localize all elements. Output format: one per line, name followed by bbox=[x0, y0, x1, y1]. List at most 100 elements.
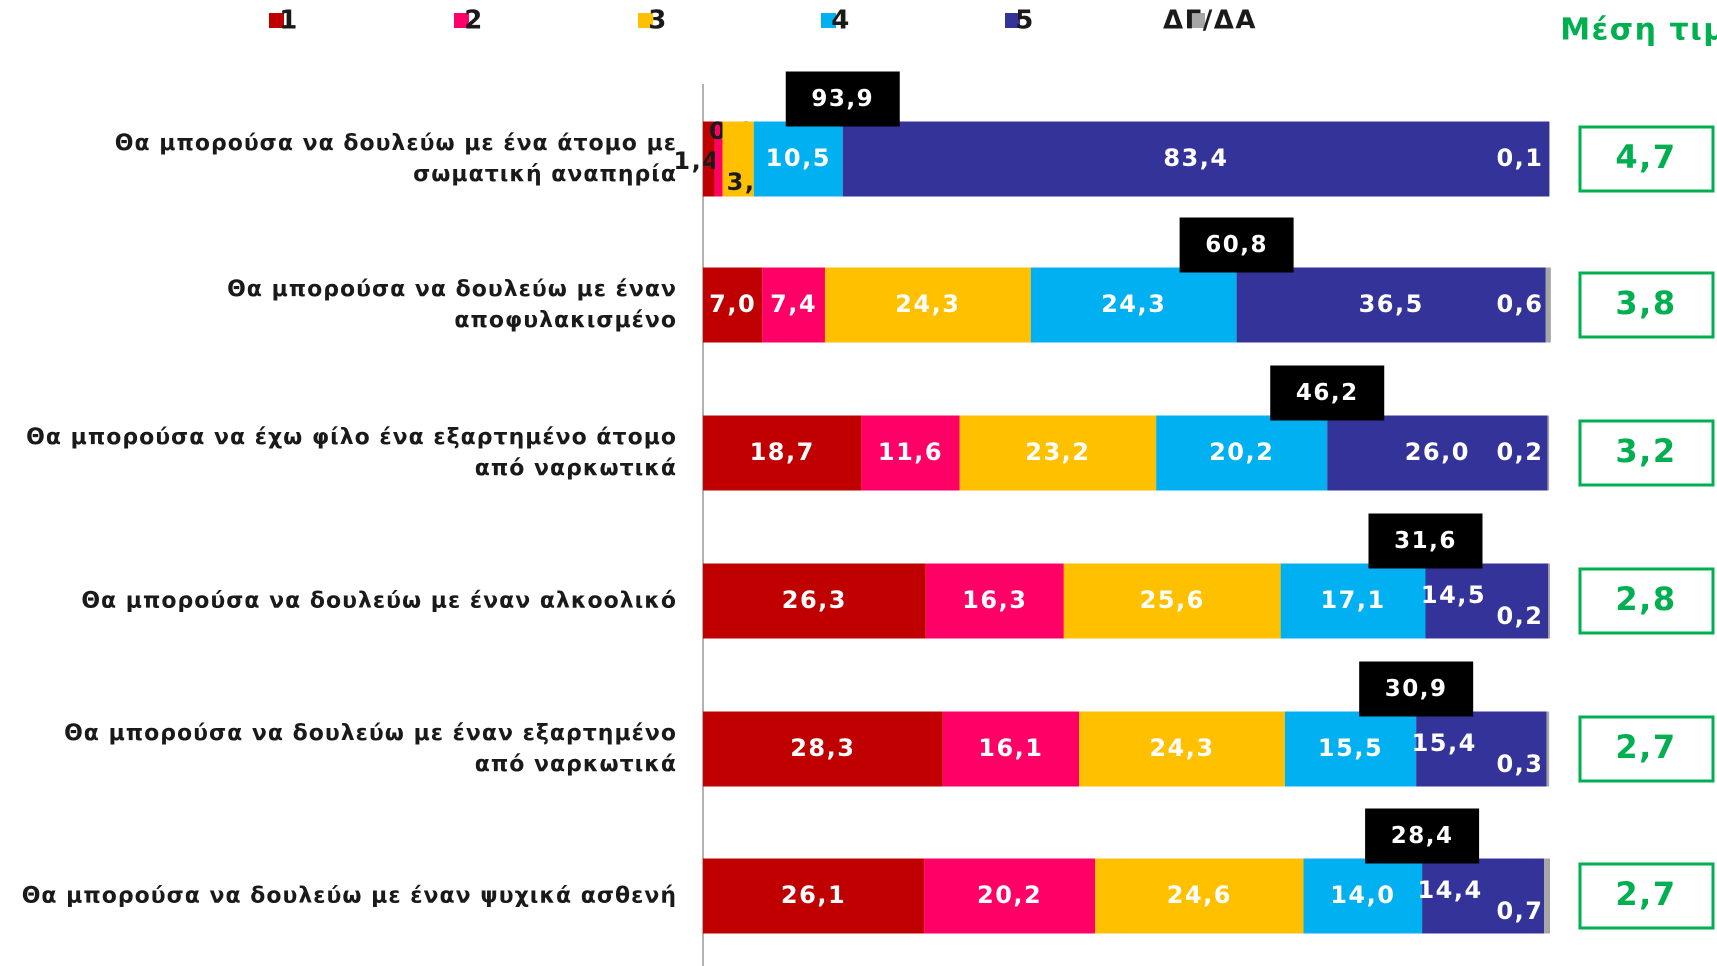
bar-segment bbox=[1416, 711, 1547, 787]
legend-swatch bbox=[269, 13, 284, 28]
bar-segment bbox=[762, 267, 825, 343]
mean-label: 2,7 bbox=[1615, 728, 1676, 766]
legend-label: 4 bbox=[831, 6, 851, 36]
value-label: 17,1 bbox=[1320, 586, 1385, 614]
value-label: 24,3 bbox=[895, 290, 960, 318]
mean-box bbox=[1578, 271, 1715, 339]
bar-segment bbox=[1095, 858, 1304, 934]
mean-box bbox=[1578, 862, 1715, 930]
value-label: 0,6 bbox=[1496, 290, 1543, 318]
top-box-label: 46,2 bbox=[1296, 380, 1359, 406]
value-label: 16,1 bbox=[978, 734, 1043, 762]
top-box-label: 31,6 bbox=[1394, 528, 1457, 554]
legend-swatch bbox=[1190, 13, 1205, 28]
value-label: 26,1 bbox=[781, 881, 846, 909]
bar-segment bbox=[824, 267, 1031, 343]
category-label: Θα μπορούσα να έχω φίλο ένα εξαρτημένο ά… bbox=[26, 425, 677, 481]
mean-box bbox=[1578, 567, 1715, 635]
category-label: Θα μπορούσα να δουλεύω με έναν αποφυλακι… bbox=[227, 277, 677, 333]
bar-segment bbox=[842, 121, 1550, 197]
bar-segment bbox=[1549, 121, 1550, 197]
value-label: 15,5 bbox=[1318, 734, 1383, 762]
legend-label: ΔΓ/ΔΑ bbox=[1163, 6, 1257, 36]
category-label: Θα μπορούσα να δουλεύω με ένα άτομο με σ… bbox=[114, 131, 677, 187]
bar-segment bbox=[703, 267, 763, 343]
value-label: 24,6 bbox=[1167, 881, 1232, 909]
value-label: 20,2 bbox=[1209, 438, 1274, 466]
value-label: 0,2 bbox=[1496, 438, 1543, 466]
value-label: 28,3 bbox=[790, 734, 855, 762]
value-label: 7,4 bbox=[770, 290, 817, 318]
value-label: 23,2 bbox=[1025, 438, 1090, 466]
top-box bbox=[1179, 217, 1294, 273]
bar-segment bbox=[1422, 858, 1545, 934]
legend-label: 2 bbox=[464, 6, 484, 36]
top-box-label: 60,8 bbox=[1205, 232, 1268, 258]
value-label: 25,6 bbox=[1140, 586, 1205, 614]
value-label: 10,5 bbox=[766, 144, 831, 172]
top-box bbox=[1359, 661, 1474, 717]
value-label: 24,3 bbox=[1149, 734, 1214, 762]
value-label: 26,0 bbox=[1405, 438, 1470, 466]
mean-label: 2,7 bbox=[1615, 875, 1676, 913]
value-label: 7,0 bbox=[709, 290, 756, 318]
top-box-label: 30,9 bbox=[1385, 676, 1448, 702]
category-label: Θα μπορούσα να δουλεύω με έναν αλκοολικό bbox=[81, 588, 677, 614]
bar-segment bbox=[959, 415, 1157, 491]
top-box bbox=[1365, 808, 1480, 864]
bar-segment bbox=[924, 858, 1096, 934]
legend-label: 5 bbox=[1015, 6, 1035, 36]
bar-segment bbox=[1303, 858, 1423, 934]
bar-segment bbox=[703, 121, 715, 197]
bar-segment bbox=[753, 121, 843, 197]
bar-segment bbox=[1236, 267, 1546, 343]
mean-label: 4,7 bbox=[1615, 138, 1676, 176]
legend-swatch bbox=[821, 13, 836, 28]
value-label: 26,3 bbox=[782, 586, 847, 614]
bar-segment bbox=[861, 415, 960, 491]
value-label: 0,7 bbox=[1496, 897, 1543, 925]
bar-segment bbox=[703, 711, 943, 787]
mean-label: 3,8 bbox=[1615, 284, 1676, 322]
value-label: 0,2 bbox=[1496, 602, 1543, 630]
legend-swatch bbox=[1005, 13, 1020, 28]
mean-label: 2,8 bbox=[1615, 580, 1676, 618]
top-box bbox=[1270, 365, 1385, 421]
value-label: 16,3 bbox=[962, 586, 1027, 614]
value-label: 15,4 bbox=[1412, 729, 1477, 757]
legend-label: 3 bbox=[648, 6, 668, 36]
value-label: 83,4 bbox=[1163, 144, 1228, 172]
bar-segment bbox=[1425, 563, 1549, 639]
mean-label: 3,2 bbox=[1615, 432, 1676, 470]
top-box-label: 93,9 bbox=[811, 86, 874, 112]
value-label: 14,4 bbox=[1417, 876, 1482, 904]
mean-title: Μέση τιμή bbox=[1560, 13, 1717, 48]
bar-segment bbox=[1546, 711, 1550, 787]
value-label: 14,0 bbox=[1330, 881, 1395, 909]
value-label: 24,3 bbox=[1101, 290, 1166, 318]
bar-segment bbox=[1284, 711, 1417, 787]
value-label: 1,4 bbox=[673, 147, 720, 175]
bar-segment bbox=[703, 415, 862, 491]
bar-segment bbox=[1079, 711, 1285, 787]
category-label: Θα μπορούσα να δουλεύω με έναν ψυχικά ασ… bbox=[21, 883, 677, 909]
value-label: 11,6 bbox=[878, 438, 943, 466]
value-label: 20,2 bbox=[977, 881, 1042, 909]
value-label: 36,5 bbox=[1359, 290, 1424, 318]
legend-swatch bbox=[638, 13, 653, 28]
mean-box bbox=[1578, 419, 1715, 487]
value-label: 0,3 bbox=[1496, 750, 1543, 778]
bar-segment bbox=[942, 711, 1080, 787]
legend-label: 1 bbox=[279, 6, 299, 36]
bar-segment bbox=[1030, 267, 1237, 343]
value-label: 14,5 bbox=[1421, 581, 1486, 609]
bar-segment bbox=[925, 563, 1064, 639]
bar-segment bbox=[1544, 858, 1550, 934]
bar-segment bbox=[1548, 563, 1550, 639]
legend-swatch bbox=[454, 13, 469, 28]
bar-segment bbox=[722, 121, 754, 197]
top-box-label: 28,4 bbox=[1391, 823, 1454, 849]
bar-segment bbox=[714, 121, 723, 197]
